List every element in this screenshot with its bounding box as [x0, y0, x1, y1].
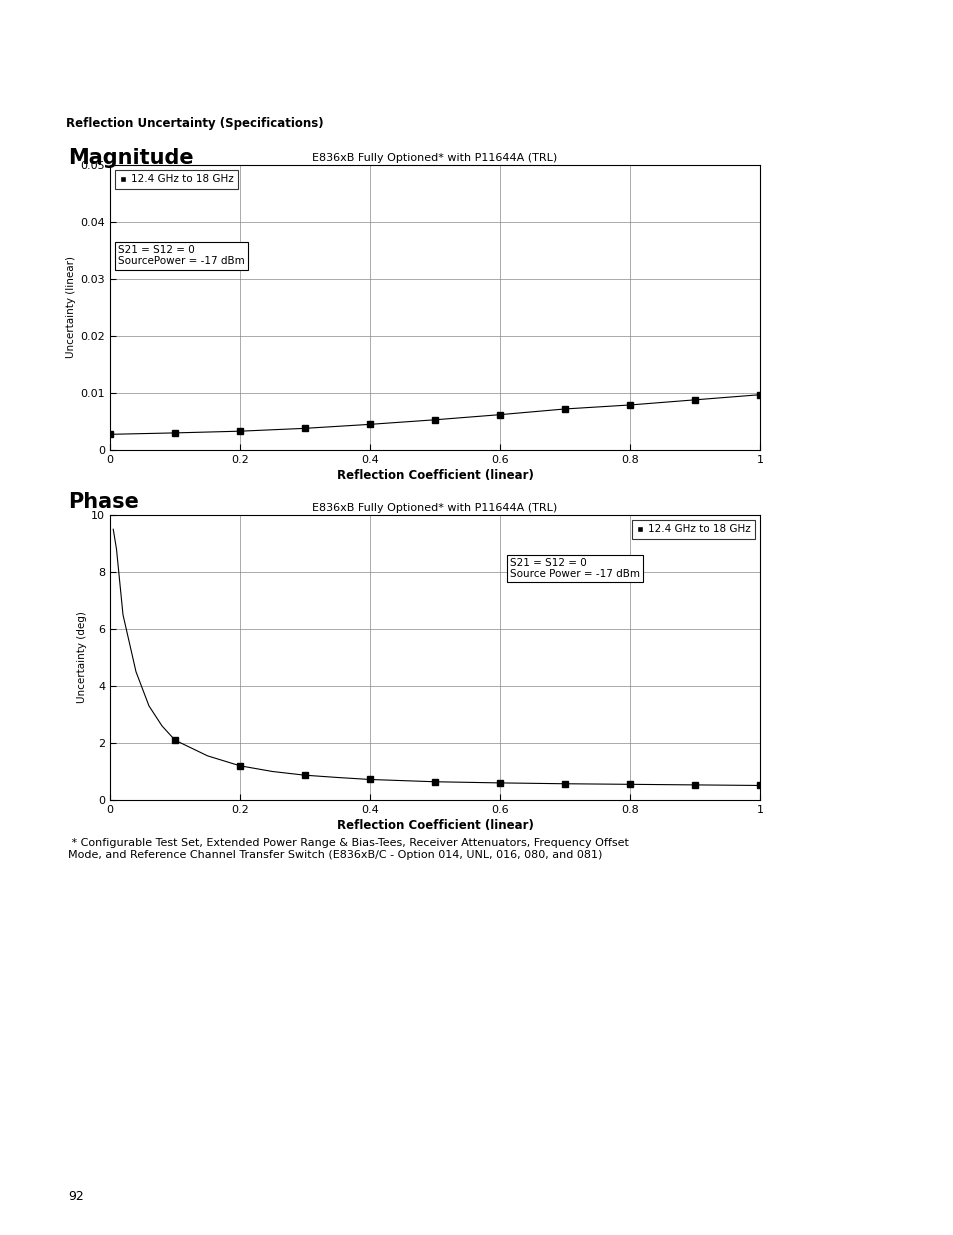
Title: E836xB Fully Optioned* with P11644A (TRL): E836xB Fully Optioned* with P11644A (TRL…	[312, 503, 558, 513]
Text: S21 = S12 = 0
SourcePower = -17 dBm: S21 = S12 = 0 SourcePower = -17 dBm	[118, 245, 245, 267]
Text: Magnitude: Magnitude	[68, 148, 193, 168]
Text: S21 = S12 = 0
Source Power = -17 dBm: S21 = S12 = 0 Source Power = -17 dBm	[509, 558, 639, 579]
Y-axis label: Uncertainty (deg): Uncertainty (deg)	[77, 611, 87, 704]
X-axis label: Reflection Coefficient (linear): Reflection Coefficient (linear)	[336, 819, 533, 832]
Text: 92: 92	[68, 1191, 84, 1203]
Legend: 12.4 GHz to 18 GHz: 12.4 GHz to 18 GHz	[632, 520, 754, 538]
Text: * Configurable Test Set, Extended Power Range & Bias-Tees, Receiver Attenuators,: * Configurable Test Set, Extended Power …	[68, 839, 628, 860]
Y-axis label: Uncertainty (linear): Uncertainty (linear)	[66, 257, 76, 358]
X-axis label: Reflection Coefficient (linear): Reflection Coefficient (linear)	[336, 469, 533, 482]
Text: Reflection Uncertainty (Specifications): Reflection Uncertainty (Specifications)	[66, 116, 323, 130]
Text: Phase: Phase	[68, 492, 139, 513]
Legend: 12.4 GHz to 18 GHz: 12.4 GHz to 18 GHz	[115, 170, 237, 189]
Title: E836xB Fully Optioned* with P11644A (TRL): E836xB Fully Optioned* with P11644A (TRL…	[312, 153, 558, 163]
